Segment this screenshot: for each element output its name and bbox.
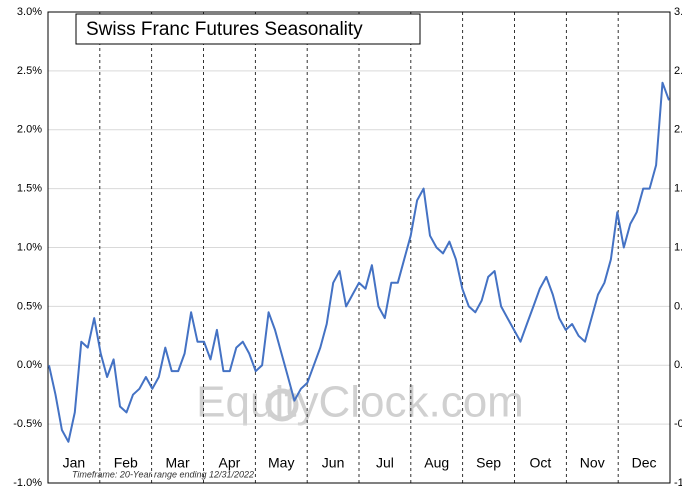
x-tick-label: Nov bbox=[580, 455, 605, 471]
x-tick-label: Jan bbox=[63, 455, 86, 471]
x-tick-label: Mar bbox=[166, 455, 190, 471]
y-tick-label-right: 0.5% bbox=[674, 300, 682, 312]
y-tick-label: 1.5% bbox=[17, 183, 42, 195]
x-tick-label: May bbox=[268, 455, 294, 471]
x-tick-label: Oct bbox=[530, 455, 552, 471]
y-tick-label-right: 2.0% bbox=[674, 124, 682, 136]
watermark: EquityClock.com bbox=[196, 378, 524, 427]
y-tick-label: 0.5% bbox=[17, 300, 42, 312]
y-tick-label: 1.0% bbox=[17, 241, 42, 253]
footnote: Timeframe: 20-Year range ending 12/31/20… bbox=[72, 469, 254, 479]
y-tick-label-right: 1.5% bbox=[674, 183, 682, 195]
x-tick-label: Feb bbox=[114, 455, 138, 471]
title-box bbox=[75, 13, 421, 45]
x-tick-label: Aug bbox=[424, 455, 449, 471]
y-tick-label: 2.5% bbox=[17, 65, 42, 77]
x-tick-label: Apr bbox=[219, 455, 241, 471]
y-tick-label: 3.0% bbox=[17, 6, 42, 18]
y-tick-label: -0.5% bbox=[13, 418, 42, 430]
y-tick-label-right: -1.0% bbox=[674, 477, 682, 489]
y-tick-label-right: 0.0% bbox=[674, 359, 682, 371]
y-tick-label: 2.0% bbox=[17, 124, 42, 136]
series-line bbox=[48, 81, 670, 443]
x-tick-label: Jul bbox=[376, 455, 394, 471]
y-tick-label-right: 3.0% bbox=[674, 6, 682, 18]
y-tick-label-right: 2.5% bbox=[674, 65, 682, 77]
y-tick-label: -1.0% bbox=[13, 477, 42, 489]
x-tick-label: Jun bbox=[322, 455, 345, 471]
y-tick-label: 0.0% bbox=[17, 359, 42, 371]
chart-title: Swiss Franc Futures Seasonality bbox=[86, 19, 363, 40]
x-tick-label: Sep bbox=[476, 455, 501, 471]
y-tick-label-right: 1.0% bbox=[674, 241, 682, 253]
plot-border bbox=[47, 11, 671, 484]
x-tick-label: Dec bbox=[632, 455, 657, 471]
watermark-icon bbox=[265, 388, 299, 422]
y-tick-label-right: -0.5% bbox=[674, 418, 682, 430]
